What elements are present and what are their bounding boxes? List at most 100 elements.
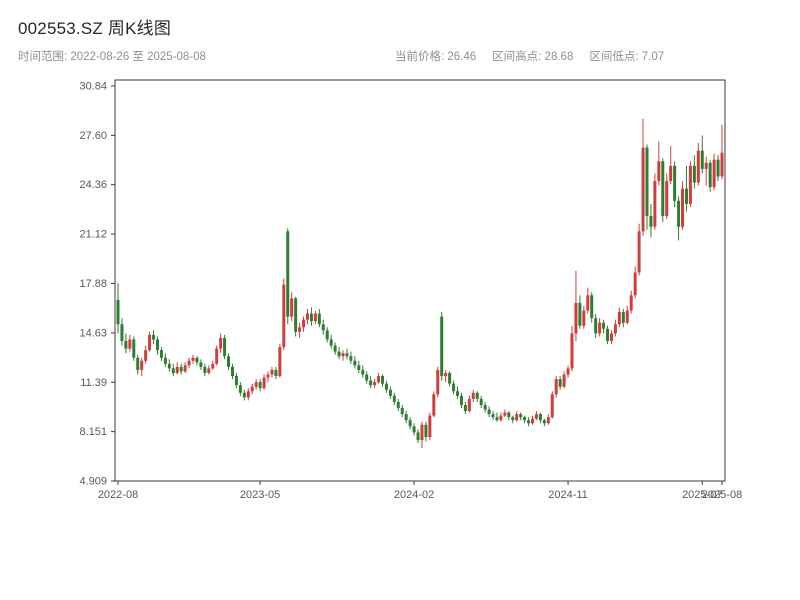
candle-body	[657, 161, 661, 182]
candle-body	[337, 351, 341, 357]
candle-body	[136, 357, 140, 370]
candle-body	[653, 181, 657, 227]
candle-body	[507, 412, 511, 418]
candle-body	[633, 272, 637, 296]
candle-body	[183, 365, 187, 372]
candle-body	[613, 324, 617, 334]
time-range-text: 时间范围: 2022-08-26 至 2025-08-08	[18, 51, 206, 63]
candle-body	[211, 363, 215, 369]
x-tick-label: 2024-02	[394, 489, 434, 501]
range-high-text: 区间高点: 28.68	[492, 51, 574, 63]
candle-body	[448, 372, 452, 384]
axes-box	[114, 79, 726, 482]
candle-body	[452, 383, 456, 392]
candle-body	[388, 389, 392, 396]
candle-body	[171, 368, 175, 373]
candle-body	[704, 162, 708, 169]
candle-body	[219, 337, 223, 349]
x-tick-label: 2023-05	[240, 489, 280, 501]
candle-body	[546, 417, 550, 424]
candle-body	[384, 383, 388, 390]
candle-body	[120, 324, 124, 341]
candle-body	[373, 382, 377, 386]
y-tick-label: 8.151	[79, 426, 107, 438]
candle-body	[258, 382, 262, 389]
y-tick-label: 21.12	[79, 229, 107, 241]
candle-body	[606, 328, 610, 341]
candle-body	[380, 376, 384, 384]
candle-body	[542, 420, 546, 424]
y-tick-label: 4.909	[79, 476, 107, 488]
candle-body	[649, 216, 653, 227]
candle-body	[515, 414, 519, 421]
candle-body	[629, 295, 633, 311]
candle-body	[511, 417, 515, 421]
candle-body	[637, 231, 641, 273]
candle-body	[617, 312, 621, 325]
x-tick-label: 2025-08	[702, 489, 742, 501]
candle-body	[167, 363, 171, 369]
candle-body	[282, 284, 286, 348]
candle-body	[590, 295, 594, 319]
candle-body	[290, 298, 294, 317]
candle-body	[712, 159, 716, 188]
candle-body	[116, 299, 120, 325]
y-tick-label: 14.63	[79, 327, 107, 339]
candle-body	[625, 310, 629, 323]
candle-body	[227, 356, 231, 367]
candle-body	[562, 374, 566, 387]
candle-body	[700, 150, 704, 169]
candle-body	[128, 339, 132, 349]
candle-body	[286, 231, 290, 317]
candle-body	[696, 150, 700, 183]
candle-body	[578, 302, 582, 326]
candle-body	[463, 404, 467, 412]
candle-body	[669, 165, 673, 182]
candle-body	[538, 414, 542, 421]
candle-body	[586, 295, 590, 311]
candle-body	[594, 318, 598, 334]
candle-body	[302, 319, 306, 328]
candle-body	[345, 353, 349, 357]
candle-body	[684, 188, 688, 204]
candle-body	[333, 345, 337, 352]
candle-body	[720, 152, 724, 177]
candle-body	[305, 313, 309, 320]
candle-body	[475, 392, 479, 399]
candle-body	[266, 374, 270, 378]
candle-body	[456, 391, 460, 396]
candle-body	[396, 401, 400, 409]
candle-body	[692, 165, 696, 183]
x-tick-label: 2024-11	[548, 489, 588, 501]
y-tick-label: 30.84	[79, 81, 107, 93]
candle-body	[459, 395, 463, 405]
candle-body	[534, 414, 538, 419]
x-tick-label: 2025-07	[682, 489, 722, 501]
candle-body	[369, 380, 373, 386]
candle-body	[491, 414, 495, 418]
current-price-text: 当前价格: 26.46	[395, 51, 477, 63]
candle-body	[531, 418, 535, 424]
candle-body	[673, 165, 677, 201]
candle-body	[294, 298, 298, 332]
candle-body	[325, 330, 329, 340]
candle-body	[195, 357, 199, 363]
page-title: 002553.SZ 周K线图	[18, 19, 172, 38]
candle-body	[677, 200, 681, 227]
candle-body	[416, 432, 420, 441]
candle-body	[365, 374, 369, 381]
candle-body	[140, 360, 144, 370]
candle-body	[582, 310, 586, 326]
y-tick-label: 11.39	[80, 377, 107, 389]
candle-body	[274, 369, 278, 377]
candle-body	[621, 312, 625, 323]
candle-body	[262, 377, 266, 389]
candle-body	[681, 188, 685, 227]
candle-body	[602, 322, 606, 329]
candle-body	[199, 362, 203, 367]
candle-body	[558, 379, 562, 387]
candle-body	[503, 412, 507, 416]
candle-body	[124, 340, 128, 349]
candle-body	[278, 347, 282, 377]
candle-body	[230, 366, 234, 377]
